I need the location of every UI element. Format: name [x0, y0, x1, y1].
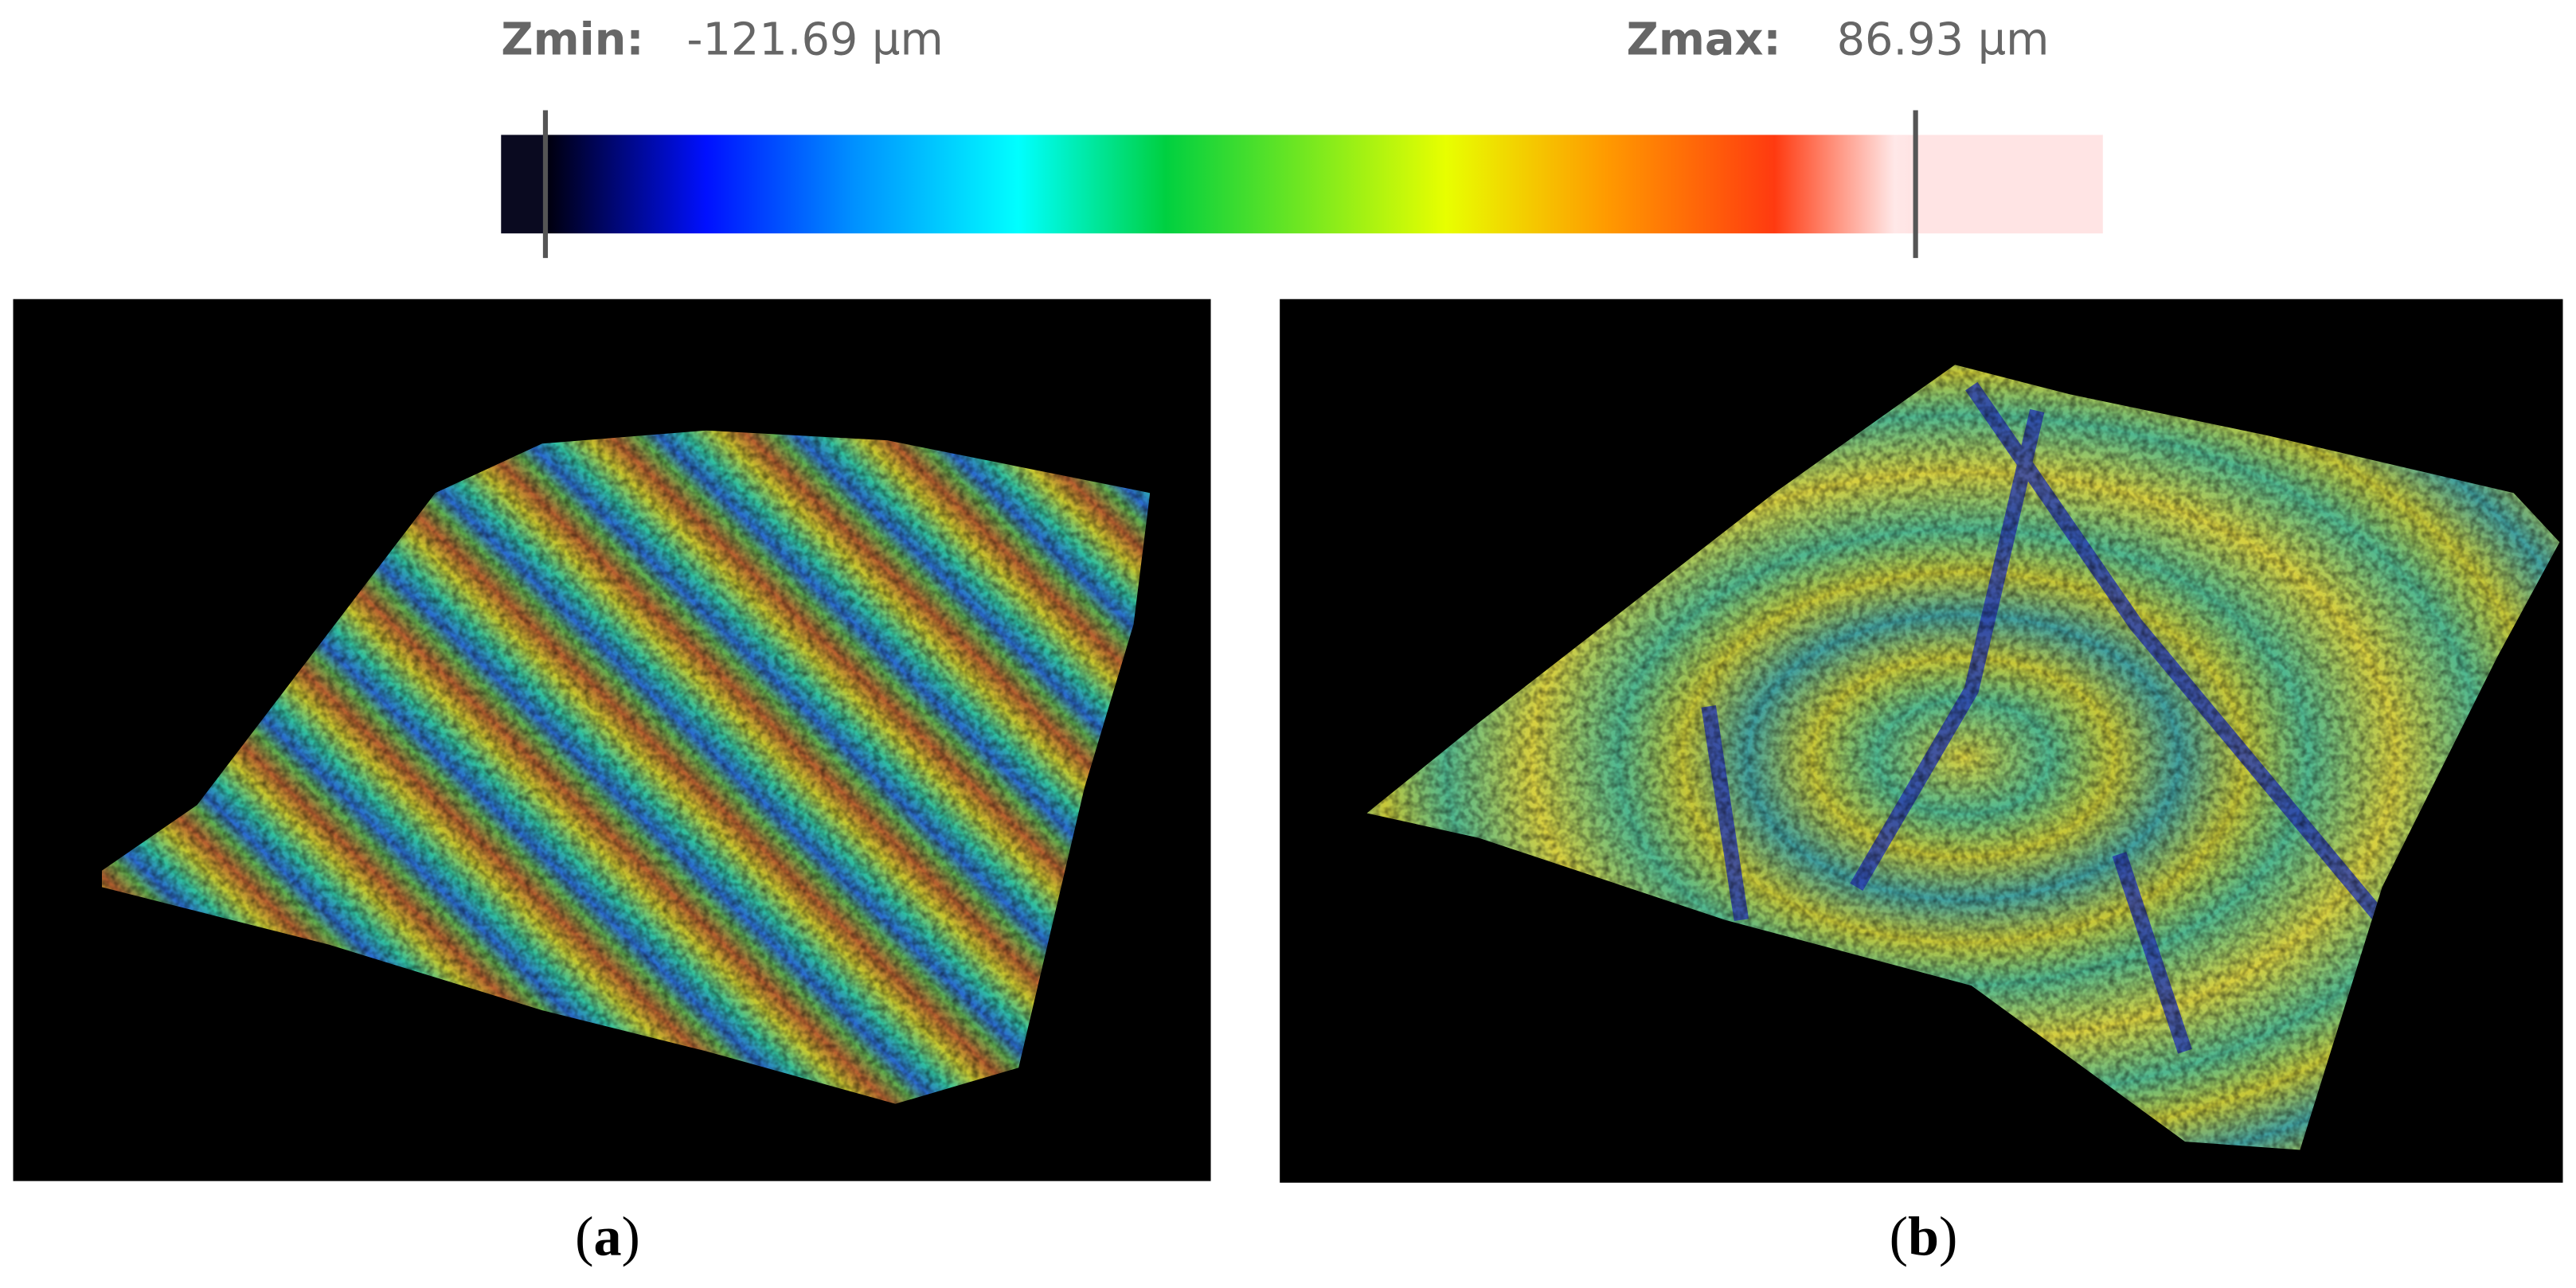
zmin-value: -121.69 µm [686, 14, 943, 65]
caption-a-open: ( [575, 1205, 593, 1267]
zmax-value: 86.93 µm [1837, 14, 2050, 65]
caption-a: (a) [575, 1205, 640, 1267]
zmin-label: Zmin: [501, 14, 643, 65]
caption-b-open: ( [1890, 1205, 1908, 1267]
colorbar [501, 135, 2103, 234]
caption-b-close: ) [1939, 1205, 1957, 1267]
caption-b-letter: b [1908, 1205, 1939, 1267]
caption-b: (b) [1890, 1205, 1958, 1267]
caption-a-letter: a [593, 1205, 621, 1267]
zmax-label: Zmax: [1627, 14, 1781, 65]
caption-a-close: ) [622, 1205, 640, 1267]
